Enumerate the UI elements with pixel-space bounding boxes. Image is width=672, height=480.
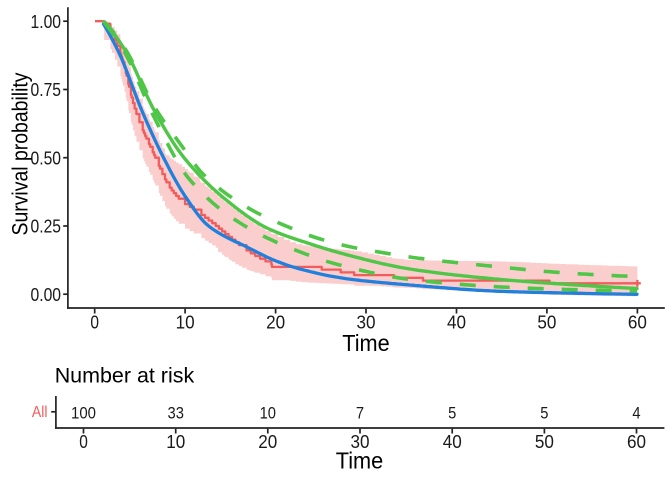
svg-text:50: 50 [535,431,554,452]
svg-text:0: 0 [79,431,88,452]
svg-text:40: 40 [443,431,462,452]
svg-text:7: 7 [356,404,364,423]
svg-text:0.75: 0.75 [31,79,62,100]
svg-text:40: 40 [447,312,466,333]
svg-text:Time: Time [336,448,384,474]
svg-text:0.25: 0.25 [31,216,62,237]
svg-text:All: All [32,404,48,421]
svg-text:1.00: 1.00 [31,11,62,32]
svg-text:30: 30 [351,431,370,452]
svg-text:0.50: 0.50 [31,147,62,168]
svg-text:10: 10 [176,312,195,333]
svg-text:0.00: 0.00 [31,284,62,305]
svg-text:10: 10 [260,404,276,423]
svg-text:20: 20 [266,312,285,333]
svg-text:30: 30 [357,312,376,333]
svg-text:Survival probability: Survival probability [8,72,33,236]
svg-text:Number at risk: Number at risk [55,364,195,388]
svg-text:60: 60 [627,431,646,452]
svg-text:33: 33 [168,404,184,423]
svg-text:0: 0 [90,312,99,333]
svg-text:20: 20 [258,431,277,452]
svg-text:Time: Time [342,330,390,356]
svg-text:50: 50 [537,312,556,333]
svg-text:4: 4 [632,404,640,423]
svg-text:5: 5 [448,404,456,423]
svg-text:10: 10 [166,431,185,452]
svg-text:100: 100 [71,404,96,423]
svg-text:60: 60 [628,312,647,333]
svg-text:5: 5 [540,404,548,423]
